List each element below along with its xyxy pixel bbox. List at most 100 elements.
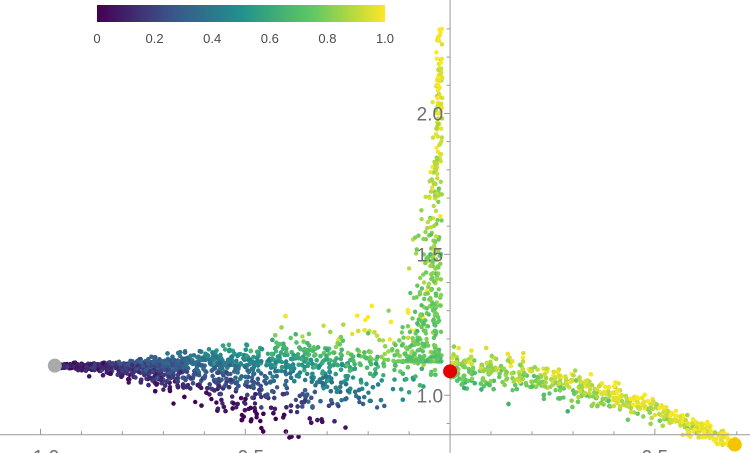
cloud-point — [302, 388, 308, 393]
cloud-point — [87, 374, 92, 379]
cloud-point — [325, 378, 331, 383]
cloud-point — [350, 331, 355, 337]
cloud-point — [270, 389, 275, 394]
cloud-point — [323, 374, 329, 380]
cloud-point — [582, 391, 588, 396]
cloud-point — [209, 368, 214, 373]
cloud-point — [245, 384, 250, 389]
cloud-point — [406, 310, 411, 315]
cloud-point — [491, 387, 496, 392]
cloud-point — [425, 219, 431, 225]
cloud-point — [221, 404, 227, 410]
cloud-point — [268, 379, 274, 384]
cloud-point — [245, 368, 250, 373]
cloud-point — [294, 409, 300, 415]
cloud-point — [429, 287, 434, 293]
cloud-point — [210, 373, 215, 379]
cloud-point — [490, 368, 496, 373]
cloud-point — [279, 359, 284, 365]
cloud-point — [505, 351, 510, 357]
cloud-point — [332, 350, 337, 355]
cloud-point — [245, 392, 250, 398]
cloud-point — [508, 363, 514, 369]
cloud-point — [356, 353, 361, 358]
cloud-point — [435, 320, 440, 325]
cloud-point — [288, 335, 293, 341]
cloud-point — [606, 389, 611, 394]
cloud-point — [344, 396, 349, 401]
cloud-point — [690, 417, 696, 422]
cloud-point — [288, 371, 293, 376]
cloud-point — [433, 372, 438, 377]
cloud-point — [725, 435, 730, 440]
cloud-point — [510, 359, 515, 364]
cloud-point — [96, 362, 101, 368]
cloud-point — [599, 391, 605, 397]
cloud-point — [535, 375, 540, 380]
data-point — [161, 387, 166, 392]
cloud-point — [406, 390, 412, 395]
cloud-point — [478, 381, 483, 386]
cloud-point — [657, 411, 662, 417]
cloud-point — [367, 398, 372, 404]
cloud-point — [212, 388, 217, 393]
cloud-point — [419, 286, 425, 291]
cloud-point — [661, 409, 666, 414]
cloud-point — [318, 399, 323, 404]
cloud-point — [391, 358, 396, 363]
cloud-point — [460, 382, 465, 387]
cloud-point — [207, 382, 212, 387]
cloud-point — [271, 411, 276, 416]
cloud-point — [329, 398, 334, 403]
cloud-point — [314, 380, 320, 385]
cloud-point — [328, 389, 333, 394]
cloud-point — [290, 357, 295, 362]
cloud-point — [218, 352, 223, 358]
cloud-point — [231, 401, 236, 406]
cloud-point — [520, 355, 526, 360]
cloud-point — [343, 425, 348, 430]
cloud-point — [145, 361, 151, 366]
cloud-point — [433, 208, 439, 214]
cloud-point — [387, 337, 392, 342]
cloud-point — [352, 362, 357, 367]
cloud-point — [345, 350, 351, 356]
cloud-point — [103, 363, 109, 368]
cloud-point — [435, 95, 440, 101]
cloud-point — [543, 380, 548, 385]
cloud-point — [209, 396, 214, 402]
cloud-point — [254, 362, 260, 367]
cloud-point — [282, 369, 288, 374]
cloud-point — [411, 295, 417, 301]
cloud-point — [485, 381, 490, 386]
cloud-point — [281, 412, 287, 418]
cloud-point — [599, 401, 604, 406]
cloud-point — [576, 394, 581, 400]
cloud-point — [573, 378, 579, 383]
data-point — [243, 401, 248, 406]
cloud-point — [621, 402, 627, 407]
cloud-point — [336, 403, 341, 409]
cloud-point — [258, 418, 263, 424]
cloud-point — [514, 386, 519, 392]
cloud-point — [303, 394, 308, 399]
cloud-point — [210, 350, 215, 355]
cloud-point — [254, 415, 259, 420]
cloud-point — [327, 365, 332, 370]
cloud-point — [497, 374, 502, 380]
cloud-point — [536, 378, 542, 383]
cloud-point — [338, 334, 344, 340]
cloud-point — [428, 225, 434, 230]
cloud-point — [284, 346, 289, 351]
cloud-point — [279, 325, 284, 330]
cloud-point — [613, 380, 618, 385]
cloud-point — [273, 416, 278, 422]
cloud-point — [438, 359, 443, 364]
cloud-point — [261, 429, 266, 434]
cloud-point — [165, 351, 170, 356]
cloud-point — [289, 350, 294, 355]
cloud-point — [388, 319, 394, 325]
cloud-point — [360, 401, 366, 407]
cloud-point — [481, 368, 486, 374]
cloud-point — [232, 369, 237, 374]
